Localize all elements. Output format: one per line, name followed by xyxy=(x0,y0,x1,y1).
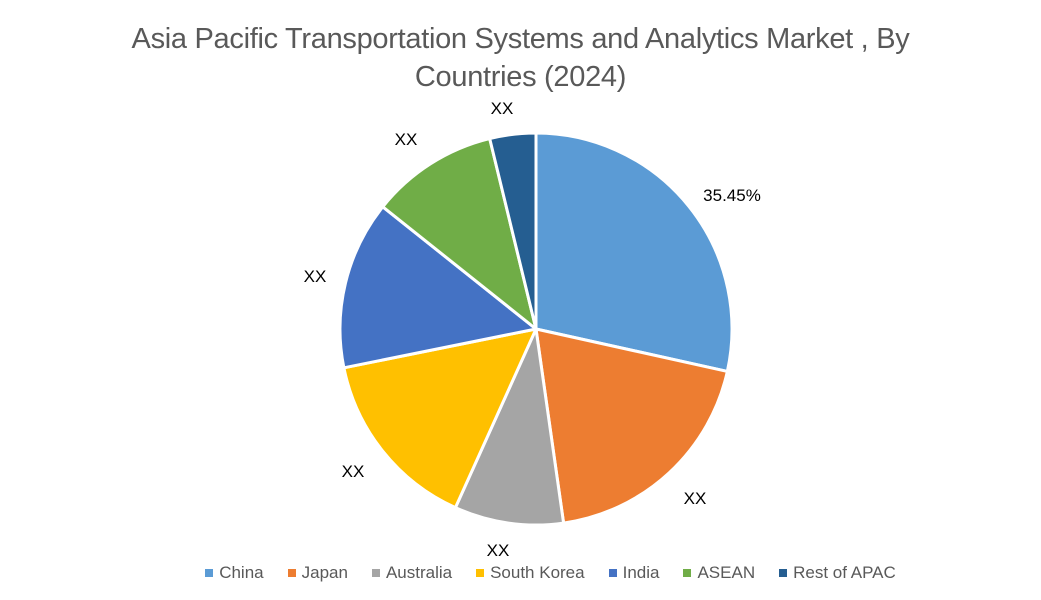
legend-swatch-icon xyxy=(371,569,380,577)
data-label-asean: XX xyxy=(394,130,418,149)
legend-swatch-icon xyxy=(287,569,296,577)
data-label-china: 35.45% xyxy=(703,186,761,205)
legend-swatch-icon xyxy=(205,569,214,577)
legend-label: India xyxy=(622,563,660,582)
data-label-south-korea: XX xyxy=(341,462,365,481)
legend-item-china: China xyxy=(205,563,264,583)
legend-label: Rest of APAC xyxy=(793,563,896,582)
legend-item-india: India xyxy=(608,563,660,583)
chart-title-line-1: Asia Pacific Transportation Systems and … xyxy=(131,23,910,55)
legend-item-japan: Japan xyxy=(287,563,348,583)
pie-slice-china xyxy=(534,131,734,373)
legend-label: South Korea xyxy=(490,563,585,582)
legend: China Japan Australia South Korea India ASEAN… xyxy=(0,563,1041,583)
pie-slice-india xyxy=(338,205,538,370)
legend-label: Australia xyxy=(385,563,453,582)
legend-swatch-icon xyxy=(779,569,788,577)
pie-slice-asean xyxy=(381,137,538,331)
data-label-australia: XX xyxy=(486,541,510,560)
chart-title-line-2: Countries (2024) xyxy=(414,61,627,93)
legend-swatch-icon xyxy=(608,569,617,577)
legend-label: ASEAN xyxy=(697,563,756,582)
legend-item-asean: ASEAN xyxy=(683,563,755,583)
chart-title: Asia Pacific Transportation Systems and … xyxy=(0,20,1041,96)
legend-label: Japan xyxy=(301,563,348,582)
data-label-japan: XX xyxy=(683,489,707,508)
legend-swatch-icon xyxy=(476,569,485,577)
pie-slice-south-korea xyxy=(342,327,538,510)
legend-label: China xyxy=(219,563,264,582)
data-label-rest-of-apac: XX xyxy=(490,99,514,118)
legend-item-south-korea: South Korea xyxy=(476,563,585,583)
legend-swatch-icon xyxy=(683,569,692,577)
pie-slice-australia xyxy=(453,327,566,527)
pie-slice-rest-of-apac xyxy=(488,131,538,331)
pie-slice-japan xyxy=(534,327,729,525)
data-label-india: XX xyxy=(303,267,327,286)
legend-item-rest-of-apac: Rest of APAC xyxy=(779,563,896,583)
legend-item-australia: Australia xyxy=(371,563,453,583)
